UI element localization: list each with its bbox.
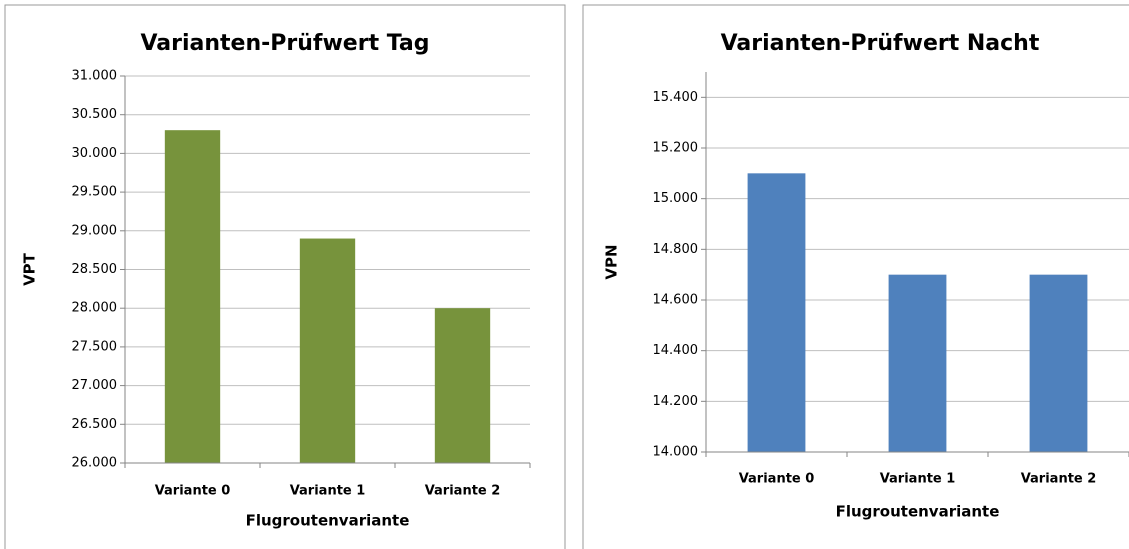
y-axis-title: VPT: [21, 252, 39, 286]
y-tick-label: 30.500: [72, 107, 118, 122]
y-tick-label: 27.500: [72, 339, 118, 354]
bar: [434, 308, 491, 463]
x-tick-label: Variante 2: [1021, 472, 1097, 487]
y-tick-label: 26.500: [72, 417, 118, 432]
panel-border: [582, 4, 1129, 549]
bar: [299, 238, 356, 463]
bar: [747, 173, 806, 453]
y-tick-label: 14.800: [653, 242, 699, 257]
y-tick-label: 14.400: [653, 343, 699, 358]
y-tick-label: 31.000: [72, 69, 118, 84]
y-tick-label: 28.000: [72, 301, 118, 316]
chart-title: Varianten-Prüfwert Nacht: [721, 31, 1040, 56]
y-tick-label: 29.000: [72, 223, 118, 238]
panel-border: [4, 4, 566, 549]
bar: [164, 130, 221, 463]
x-tick-label: Variante 1: [290, 484, 366, 499]
y-tick-label: 14.000: [653, 445, 699, 460]
y-tick-label: 29.500: [72, 185, 118, 200]
y-tick-label: 15.200: [653, 141, 699, 156]
bar: [1029, 274, 1088, 452]
y-tick-label: 28.500: [72, 262, 118, 277]
x-tick-label: Variante 0: [155, 484, 231, 499]
y-tick-label: 15.000: [653, 191, 699, 206]
y-tick-label: 30.000: [72, 146, 118, 161]
y-tick-label: 14.600: [653, 293, 699, 308]
y-axis-title: VPN: [603, 244, 621, 279]
y-tick-label: 26.000: [72, 456, 118, 471]
x-axis-title: Flugroutenvariante: [246, 512, 410, 530]
x-axis-title: Flugroutenvariante: [836, 503, 1000, 521]
x-tick-label: Variante 0: [739, 472, 815, 487]
x-tick-label: Variante 2: [425, 484, 501, 499]
chart-title: Varianten-Prüfwert Tag: [140, 31, 429, 56]
y-tick-label: 14.200: [653, 394, 699, 409]
y-tick-label: 15.400: [653, 90, 699, 105]
bar: [888, 274, 947, 452]
x-tick-label: Variante 1: [880, 472, 956, 487]
y-tick-label: 27.000: [72, 378, 118, 393]
